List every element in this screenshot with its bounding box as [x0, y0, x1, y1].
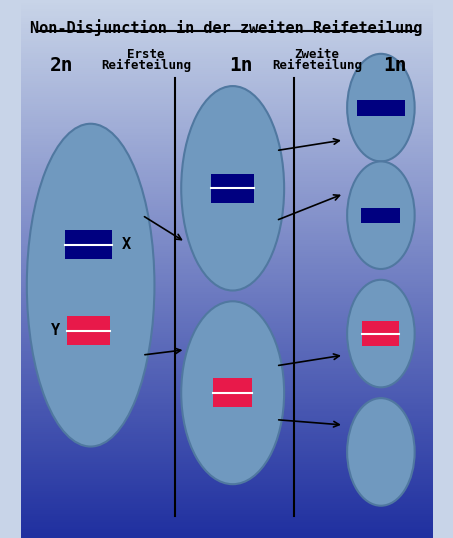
Bar [362, 321, 400, 334]
Ellipse shape [347, 54, 414, 161]
Bar [362, 334, 400, 346]
Text: Reifeteilung: Reifeteilung [101, 59, 191, 72]
Ellipse shape [347, 398, 414, 506]
Text: Non-Disjunction in der zweiten Reifeteilung: Non-Disjunction in der zweiten Reifeteil… [30, 19, 423, 36]
Text: X: X [121, 237, 130, 252]
Ellipse shape [347, 280, 414, 387]
Bar [65, 230, 112, 245]
Text: 1n: 1n [384, 56, 407, 75]
Bar [211, 188, 254, 203]
Text: Zweite: Zweite [294, 48, 340, 61]
Text: 2n: 2n [50, 56, 73, 75]
Ellipse shape [27, 124, 154, 447]
Text: Erste: Erste [127, 48, 165, 61]
Ellipse shape [347, 161, 414, 269]
Bar [211, 174, 254, 188]
Bar [67, 316, 110, 331]
Text: Reifeteilung: Reifeteilung [272, 59, 362, 72]
Bar [357, 100, 405, 116]
Text: Y: Y [51, 323, 60, 338]
Ellipse shape [181, 86, 284, 291]
Bar [361, 208, 400, 223]
Bar [213, 393, 252, 407]
Text: 1n: 1n [229, 56, 253, 75]
Ellipse shape [181, 301, 284, 484]
Bar [67, 331, 110, 345]
Bar [213, 378, 252, 393]
Bar [65, 245, 112, 259]
